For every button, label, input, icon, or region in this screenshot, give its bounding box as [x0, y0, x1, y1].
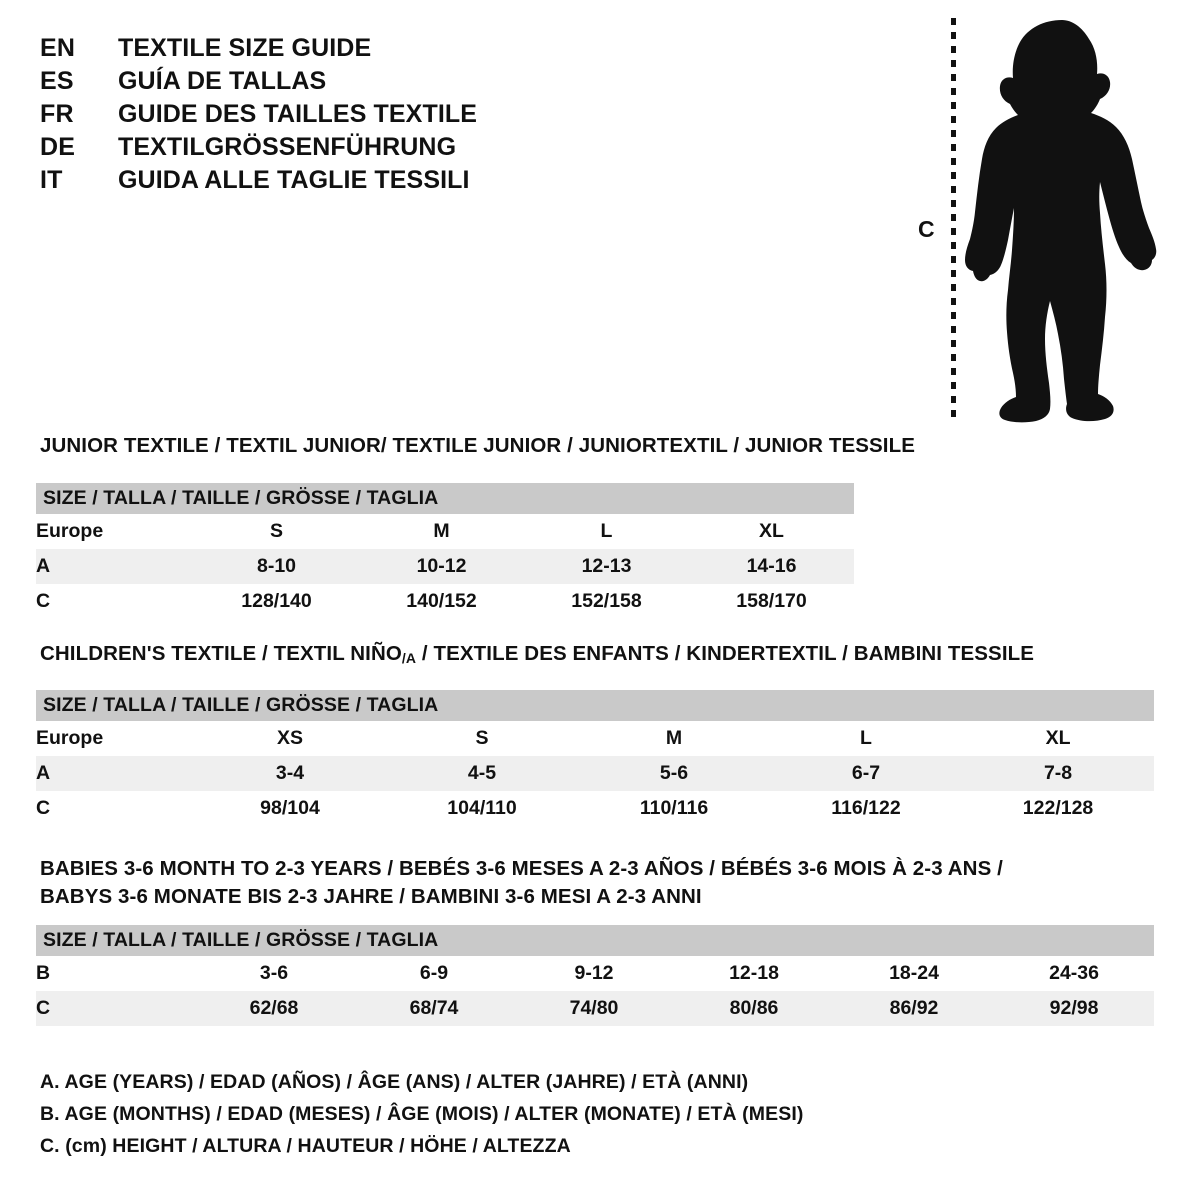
- language-code-en: EN: [40, 34, 76, 62]
- babies-size-table: SIZE / TALLA / TAILLE / GRÖSSE / TAGLIA …: [36, 925, 1155, 1026]
- children-table-band-label: SIZE / TALLA / TAILLE / GRÖSSE / TAGLIA: [36, 690, 1155, 721]
- babies-heading-line1: BABIES 3-6 MONTH TO 2-3 YEARS / BEBÉS 3-…: [40, 857, 1003, 880]
- table-row: B 3-6 6-9 9-12 12-18 18-24 24-36: [36, 956, 1155, 991]
- children-a-xs: 3-4: [194, 756, 386, 791]
- children-a-xl: 7-8: [962, 756, 1155, 791]
- babies-row-label-c: C: [36, 991, 194, 1026]
- children-table-band-row: SIZE / TALLA / TAILLE / GRÖSSE / TAGLIA: [36, 690, 1155, 721]
- junior-section-heading: JUNIOR TEXTILE / TEXTIL JUNIOR/ TEXTILE …: [40, 434, 915, 457]
- table-row: Europe XS S M L XL: [36, 721, 1155, 756]
- children-c-xs: 98/104: [194, 791, 386, 826]
- junior-europe-m: M: [359, 514, 524, 549]
- language-code-fr: FR: [40, 100, 74, 128]
- children-row-label-c: C: [36, 791, 194, 826]
- height-dashed-line: [951, 18, 956, 423]
- junior-a-l: 12-13: [524, 549, 689, 584]
- junior-c-xl: 158/170: [689, 584, 854, 619]
- junior-a-xl: 14-16: [689, 549, 854, 584]
- language-title-de: TEXTILGRÖSSENFÜHRUNG: [118, 133, 457, 161]
- junior-a-m: 10-12: [359, 549, 524, 584]
- junior-europe-l: L: [524, 514, 689, 549]
- language-title-fr: GUIDE DES TAILLES TEXTILE: [118, 100, 478, 128]
- children-row-label-a: A: [36, 756, 194, 791]
- babies-c-col1: 62/68: [194, 991, 354, 1026]
- babies-b-col5: 18-24: [834, 956, 994, 991]
- language-title-en: TEXTILE SIZE GUIDE: [118, 34, 372, 62]
- table-row: Europe S M L XL: [36, 514, 854, 549]
- language-code-es: ES: [40, 67, 74, 95]
- junior-row-label-europe: Europe: [36, 514, 194, 549]
- children-c-xl: 122/128: [962, 791, 1155, 826]
- legend-block: A. AGE (YEARS) / EDAD (AÑOS) / ÂGE (ANS)…: [40, 1066, 940, 1162]
- language-row-fr: FR GUIDE DES TAILLES TEXTILE: [40, 98, 600, 131]
- children-c-m: 110/116: [578, 791, 770, 826]
- legend-line-c: C. (cm) HEIGHT / ALTURA / HAUTEUR / HÖHE…: [40, 1135, 571, 1157]
- babies-c-col2: 68/74: [354, 991, 514, 1026]
- language-row-en: EN TEXTILE SIZE GUIDE: [40, 32, 600, 65]
- language-title-es: GUÍA DE TALLAS: [118, 67, 327, 95]
- language-code-de: DE: [40, 133, 76, 161]
- babies-section-heading: BABIES 3-6 MONTH TO 2-3 YEARS / BEBÉS 3-…: [40, 855, 1003, 911]
- junior-table-band-label: SIZE / TALLA / TAILLE / GRÖSSE / TAGLIA: [36, 483, 854, 514]
- language-title-block: EN TEXTILE SIZE GUIDE ES GUÍA DE TALLAS …: [40, 32, 600, 197]
- junior-row-label-a: A: [36, 549, 194, 584]
- legend-line-b: B. AGE (MONTHS) / EDAD (MESES) / ÂGE (MO…: [40, 1103, 804, 1125]
- babies-b-col4: 12-18: [674, 956, 834, 991]
- children-europe-l: L: [770, 721, 962, 756]
- junior-table-band-row: SIZE / TALLA / TAILLE / GRÖSSE / TAGLIA: [36, 483, 854, 514]
- junior-c-m: 140/152: [359, 584, 524, 619]
- babies-table-band-label: SIZE / TALLA / TAILLE / GRÖSSE / TAGLIA: [36, 925, 1155, 956]
- children-a-l: 6-7: [770, 756, 962, 791]
- language-title-it: GUIDA ALLE TAGLIE TESSILI: [118, 166, 470, 194]
- language-row-it: IT GUIDA ALLE TAGLIE TESSILI: [40, 164, 600, 197]
- children-europe-s: S: [386, 721, 578, 756]
- table-row: C 128/140 140/152 152/158 158/170: [36, 584, 854, 619]
- children-a-s: 4-5: [386, 756, 578, 791]
- babies-table-band-row: SIZE / TALLA / TAILLE / GRÖSSE / TAGLIA: [36, 925, 1155, 956]
- table-row: C 98/104 104/110 110/116 116/122 122/128: [36, 791, 1155, 826]
- babies-heading-line2: BABYS 3-6 MONATE BIS 2-3 JAHRE / BAMBINI…: [40, 885, 702, 908]
- height-measurement-figure: C: [900, 10, 1170, 430]
- table-row: A 3-4 4-5 5-6 6-7 7-8: [36, 756, 1155, 791]
- babies-b-col6: 24-36: [994, 956, 1155, 991]
- children-europe-xs: XS: [194, 721, 386, 756]
- language-row-de: DE TEXTILGRÖSSENFÜHRUNG: [40, 131, 600, 164]
- junior-a-s: 8-10: [194, 549, 359, 584]
- toddler-silhouette-icon: [962, 16, 1162, 424]
- legend-line-a: A. AGE (YEARS) / EDAD (AÑOS) / ÂGE (ANS)…: [40, 1071, 749, 1093]
- babies-c-col5: 86/92: [834, 991, 994, 1026]
- children-section-heading: CHILDREN'S TEXTILE / TEXTIL NIÑO/A / TEX…: [40, 640, 1034, 672]
- babies-b-col3: 9-12: [514, 956, 674, 991]
- children-europe-xl: XL: [962, 721, 1155, 756]
- height-measure-label: C: [918, 216, 935, 242]
- children-c-l: 116/122: [770, 791, 962, 826]
- babies-b-col1: 3-6: [194, 956, 354, 991]
- children-c-s: 104/110: [386, 791, 578, 826]
- junior-size-table: SIZE / TALLA / TAILLE / GRÖSSE / TAGLIA …: [36, 483, 854, 619]
- junior-europe-xl: XL: [689, 514, 854, 549]
- children-heading-sub: /A: [401, 650, 417, 666]
- children-row-label-europe: Europe: [36, 721, 194, 756]
- babies-b-col2: 6-9: [354, 956, 514, 991]
- language-row-es: ES GUÍA DE TALLAS: [40, 65, 600, 98]
- table-row: A 8-10 10-12 12-13 14-16: [36, 549, 854, 584]
- babies-c-col4: 80/86: [674, 991, 834, 1026]
- junior-europe-s: S: [194, 514, 359, 549]
- junior-c-l: 152/158: [524, 584, 689, 619]
- table-row: C 62/68 68/74 74/80 80/86 86/92 92/98: [36, 991, 1155, 1026]
- junior-row-label-c: C: [36, 584, 194, 619]
- babies-row-label-b: B: [36, 956, 194, 991]
- babies-c-col6: 92/98: [994, 991, 1155, 1026]
- junior-c-s: 128/140: [194, 584, 359, 619]
- children-a-m: 5-6: [578, 756, 770, 791]
- children-heading-pre: CHILDREN'S TEXTILE / TEXTIL NIÑO: [40, 642, 402, 665]
- language-code-it: IT: [40, 166, 63, 194]
- children-size-table: SIZE / TALLA / TAILLE / GRÖSSE / TAGLIA …: [36, 690, 1155, 826]
- babies-c-col3: 74/80: [514, 991, 674, 1026]
- children-europe-m: M: [578, 721, 770, 756]
- children-heading-post: / TEXTILE DES ENFANTS / KINDERTEXTIL / B…: [416, 642, 1035, 665]
